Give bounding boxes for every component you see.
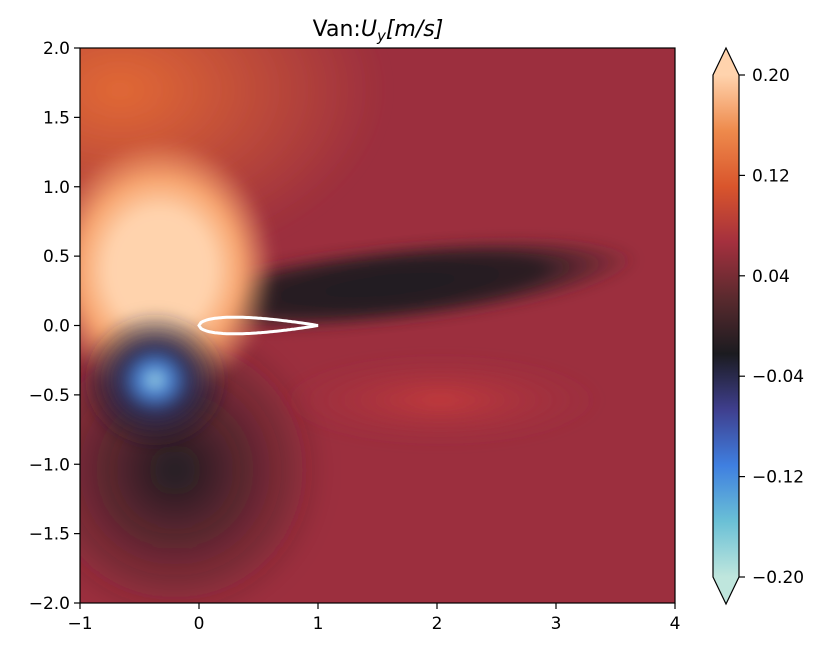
x-tick-label: 3	[551, 614, 562, 634]
y-tick-label: 2.0	[43, 39, 70, 59]
y-tick-label: 1.5	[43, 108, 70, 128]
title-symbol: U	[361, 17, 377, 42]
y-tick-label: 0.5	[43, 247, 70, 267]
y-tick-label: −1.0	[29, 455, 70, 475]
colorbar-tick-label: −0.20	[752, 568, 804, 588]
x-tick-label: 0	[194, 614, 205, 634]
title-subscript: y	[376, 27, 387, 45]
colorbar-extend-max	[713, 48, 739, 75]
x-tick-label: 4	[670, 614, 681, 634]
colorbar: 0.20 0.12 0.04 −0.04 −0.12 −0.20	[712, 46, 804, 606]
colorbar-tick-label: −0.12	[752, 468, 804, 488]
airfoil-outline	[197, 315, 319, 336]
y-axis: 2.0 1.5 1.0 0.5 0.0 −0.5 −1.0 −1.5 −2.0	[29, 39, 80, 614]
colorbar-tick-label: 0.20	[752, 66, 790, 86]
colorbar-tick-label: 0.12	[752, 166, 790, 186]
title-prefix: Van:	[313, 17, 361, 42]
x-tick-label: 2	[432, 614, 443, 634]
colorbar-tick-label: 0.04	[752, 267, 790, 287]
colorbar-tick-label: −0.04	[752, 367, 804, 387]
x-axis: −1 0 1 2 3 4	[67, 603, 680, 634]
colorbar-extend-min	[713, 577, 739, 604]
y-tick-label: −1.5	[29, 525, 70, 545]
y-tick-label: −0.5	[29, 386, 70, 406]
field-min	[80, 310, 230, 450]
y-tick-label: 0.0	[43, 317, 70, 337]
x-tick-label: 1	[313, 614, 324, 634]
x-tick-label: −1	[67, 614, 92, 634]
contour-field	[80, 48, 675, 603]
colorbar-body	[713, 75, 739, 577]
field-lobe	[280, 355, 600, 445]
title-units: [m/s]	[386, 17, 443, 42]
chart-title: Van:Uy[m/s]	[313, 17, 444, 45]
colorbar-ticks: 0.20 0.12 0.04 −0.04 −0.12 −0.20	[739, 66, 804, 588]
y-tick-label: −2.0	[29, 594, 70, 614]
y-tick-label: 1.0	[43, 178, 70, 198]
